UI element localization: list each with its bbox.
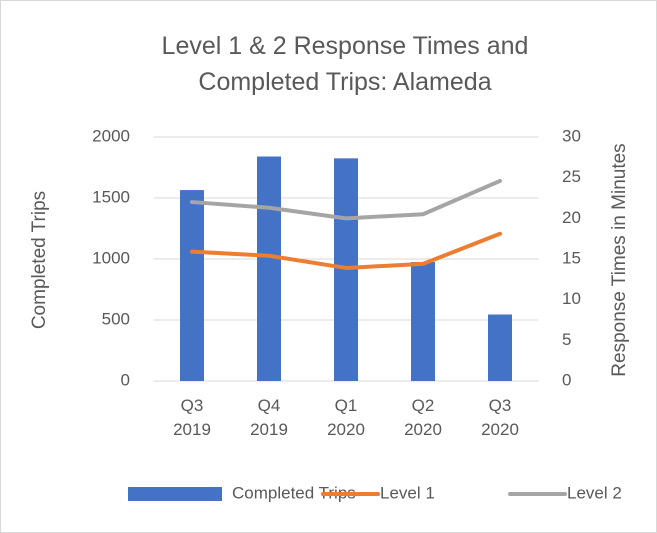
legend-label: Level 1 bbox=[380, 483, 435, 502]
y-tick-label: 500 bbox=[102, 309, 130, 328]
line bbox=[190, 178, 502, 221]
chart-title: Level 1 & 2 Response Times and Completed… bbox=[161, 32, 529, 96]
y-axis-title: Completed Trips bbox=[29, 191, 50, 329]
y2-tick-label: 25 bbox=[562, 167, 581, 186]
bar bbox=[488, 314, 512, 381]
y2-tick-label: 0 bbox=[562, 370, 571, 389]
legend-label: Level 2 bbox=[567, 483, 622, 502]
y2-tick-label: 15 bbox=[562, 248, 581, 267]
x-tick-label: Q3 2020 bbox=[481, 396, 519, 439]
y2-axis-title: Response Times in Minutes bbox=[609, 143, 630, 376]
y2-tick-label: 20 bbox=[562, 208, 581, 227]
line bbox=[190, 231, 502, 270]
y-tick-label: 2000 bbox=[92, 126, 130, 145]
bar bbox=[411, 262, 435, 381]
y-tick-label: 1500 bbox=[92, 187, 130, 206]
y-tick-label: 1000 bbox=[92, 248, 130, 267]
x-tick-label: Q3 2019 bbox=[173, 396, 211, 439]
legend-swatch bbox=[128, 487, 222, 501]
y2-tick-label: 5 bbox=[562, 330, 571, 349]
y2-tick-label: 30 bbox=[562, 126, 581, 145]
y2-tick-label: 10 bbox=[562, 289, 581, 308]
legend-label: Completed Trips bbox=[232, 483, 356, 502]
x-tick-label: Q4 2019 bbox=[250, 396, 288, 439]
x-tick-label: Q2 2020 bbox=[404, 396, 442, 439]
bar bbox=[180, 190, 204, 381]
y-tick-label: 0 bbox=[121, 370, 130, 389]
x-tick-label: Q1 2020 bbox=[327, 396, 365, 439]
bar bbox=[257, 156, 281, 381]
